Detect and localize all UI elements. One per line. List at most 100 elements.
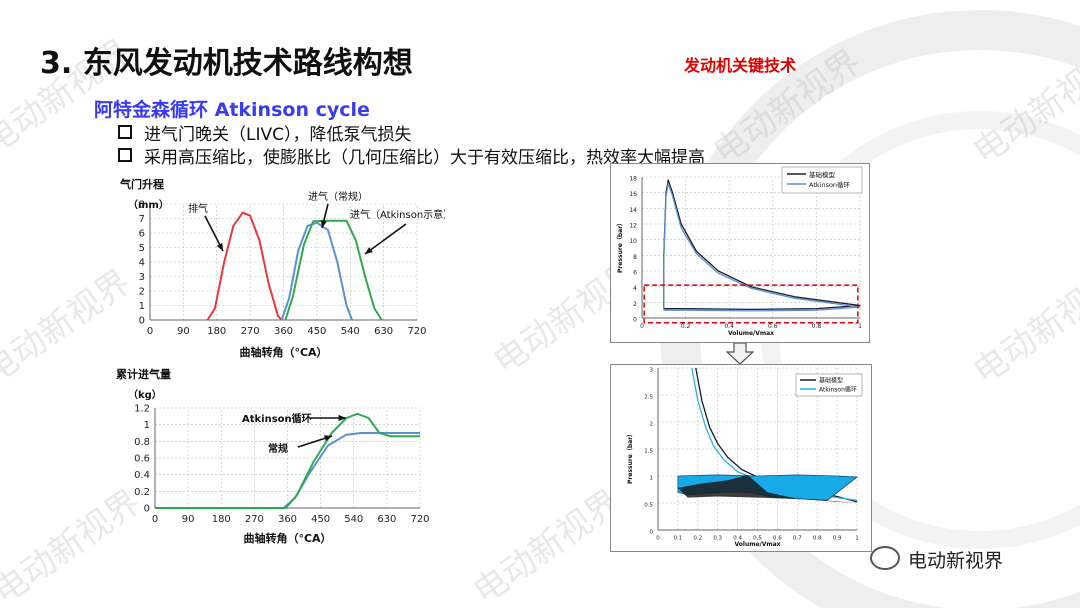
y-axis-label: （mm） <box>128 198 169 211</box>
y-tick-label: 0 <box>650 530 654 536</box>
annotation-arrow <box>364 223 407 255</box>
y-tick-label: 0.5 <box>644 503 653 509</box>
y-tick-label: 6 <box>633 270 637 277</box>
y-tick-label: 0 <box>139 316 145 327</box>
legend-label: Atkinson循环 <box>819 386 857 394</box>
slide-title: 3. 东风发动机技术路线构想 <box>40 46 413 81</box>
x-tick-label: 1 <box>858 323 862 330</box>
y-tick-label: 2 <box>633 301 637 308</box>
x-tick-label: 0.2 <box>681 323 691 330</box>
x-tick-label: 720 <box>407 326 426 337</box>
bullet-text: 采用高压缩比，使膨胀比（几何压缩比）大于有效压缩比，热效率大幅提高 <box>144 148 705 168</box>
x-tick-label: 0 <box>656 536 660 542</box>
y-tick-label: 0.8 <box>134 437 150 448</box>
x-tick-label: 630 <box>377 514 396 525</box>
annotation-label: 排气 <box>188 202 208 215</box>
x-tick-label: 270 <box>241 326 260 337</box>
x-tick-label: 0.9 <box>833 536 842 542</box>
y-tick-label: 4 <box>139 258 145 269</box>
annotation-arrow-head <box>324 435 332 442</box>
y-tick-label: 4 <box>633 285 637 292</box>
highlight-box <box>643 284 859 324</box>
bullet-text: 进气门晚关（LIVC），降低泵气损失 <box>144 125 412 145</box>
legend-label: 基础模型 <box>819 377 843 385</box>
x-axis-label: Volume/Vmax <box>728 330 774 337</box>
y-tick-label: 0.2 <box>134 487 150 498</box>
x-tick-label: 0.3 <box>713 536 722 542</box>
valve-lift-chart: 0 1 2 3 4 5 6 7 8 0 90 180 270 360 450 540 630 720 气门升程 （mm… <box>119 177 445 359</box>
y-tick-label: 1 <box>650 476 654 482</box>
x-tick-label: 360 <box>274 326 293 337</box>
pv-diagram-chart: 0 2 4 6 8 10 12 14 16 18 0 0.2 0.4 0.6 0.8 1 Pressure（ba… <box>610 163 870 343</box>
x-tick-label: 0 <box>147 326 153 337</box>
x-tick-label: 0.7 <box>793 536 802 542</box>
chart-title: 累计进气量 <box>116 367 171 381</box>
legend <box>781 166 863 194</box>
x-tick-label: 450 <box>307 326 326 337</box>
x-tick-label: 180 <box>212 514 231 525</box>
x-tick-label: 0.1 <box>674 536 683 542</box>
x-tick-label: 0.4 <box>724 323 734 330</box>
x-tick-label: 360 <box>278 514 297 525</box>
annotation-label: 进气（Atkinson示意） <box>350 208 445 221</box>
y-tick-label: 2 <box>139 287 145 298</box>
x-tick-label: 0.8 <box>812 323 822 330</box>
annotation-arrow-head <box>365 247 373 254</box>
bullet-item: 采用高压缩比，使膨胀比（几何压缩比）大于有效压缩比，热效率大幅提高 <box>118 143 705 168</box>
legend-label: Atkinson循环 <box>809 180 851 189</box>
x-tick-label: 630 <box>374 326 393 337</box>
y-tick-label: 2.5 <box>644 395 653 401</box>
wechat-icon <box>870 546 900 570</box>
x-axis-label: Volume/Vmax <box>734 541 780 548</box>
slide-subtitle: 阿特金森循环 Atkinson cycle <box>94 99 370 121</box>
series-line <box>206 211 283 321</box>
x-tick-label: 0.8 <box>813 536 822 542</box>
series-line <box>155 412 420 509</box>
x-tick-label: 0.6 <box>768 323 778 330</box>
y-tick-label: 0.4 <box>134 470 150 481</box>
y-axis-label: Pressure（bar） <box>616 220 624 273</box>
x-tick-label: 0 <box>152 514 158 525</box>
x-tick-label: 0.5 <box>753 536 762 542</box>
y-tick-label: 3 <box>650 368 654 374</box>
annotation-label: Atkinson循环 <box>242 412 312 425</box>
x-tick-label: 0.2 <box>693 536 702 542</box>
y-tick-label: 1.5 <box>644 449 653 455</box>
y-axis-label: （kg） <box>128 388 162 401</box>
y-tick-label: 0 <box>633 317 637 324</box>
y-tick-label: 1 <box>139 301 145 312</box>
footer-brand-text: 电动新视界 <box>908 550 1004 572</box>
series-line <box>663 182 861 312</box>
annotation-arrow-head <box>320 220 327 228</box>
series-line <box>284 219 383 321</box>
annotation-label: 常规 <box>268 442 288 455</box>
y-tick-label: 14 <box>629 207 637 214</box>
annotation-arrow-head <box>216 243 223 251</box>
x-tick-label: 720 <box>410 514 429 525</box>
checkbox-bullet-icon <box>118 148 132 162</box>
y-tick-label: 0.6 <box>134 454 150 465</box>
x-tick-label: 540 <box>341 326 360 337</box>
y-tick-label: 18 <box>629 176 637 183</box>
pumping-loss-dark-area <box>677 474 857 503</box>
x-tick-label: 180 <box>207 326 226 337</box>
y-tick-label: 1.2 <box>134 404 150 415</box>
y-tick-label: 12 <box>629 223 637 230</box>
y-tick-label: 16 <box>629 191 637 198</box>
x-tick-label: 450 <box>311 514 330 525</box>
legend-label: 基础模型 <box>809 170 836 179</box>
y-tick-label: 5 <box>139 243 145 254</box>
series-line <box>155 432 420 509</box>
key-tech-label: 发动机关键技术 <box>684 56 797 75</box>
y-tick-label: 3 <box>139 272 145 283</box>
checkbox-bullet-icon <box>118 125 132 139</box>
x-tick-label: 0.4 <box>733 536 742 542</box>
y-tick-label: 0 <box>144 504 150 515</box>
x-tick-label: 0 <box>640 323 644 330</box>
y-tick-label: 10 <box>629 238 637 245</box>
annotation-label: 进气（常规） <box>308 190 368 203</box>
x-tick-label: 270 <box>245 514 264 525</box>
y-tick-label: 6 <box>139 229 145 240</box>
cumulative-intake-chart: 0 0.2 0.4 0.6 0.8 1 1.2 0 90 180 270 360 450 540 630 72… <box>116 367 430 545</box>
pv-zoom-chart: 0 0.5 1 1.5 2 2.5 3 0 0.1 0.2 0.3 0.4 0.5 0.6 0.7 0.8 0.… <box>610 364 872 552</box>
